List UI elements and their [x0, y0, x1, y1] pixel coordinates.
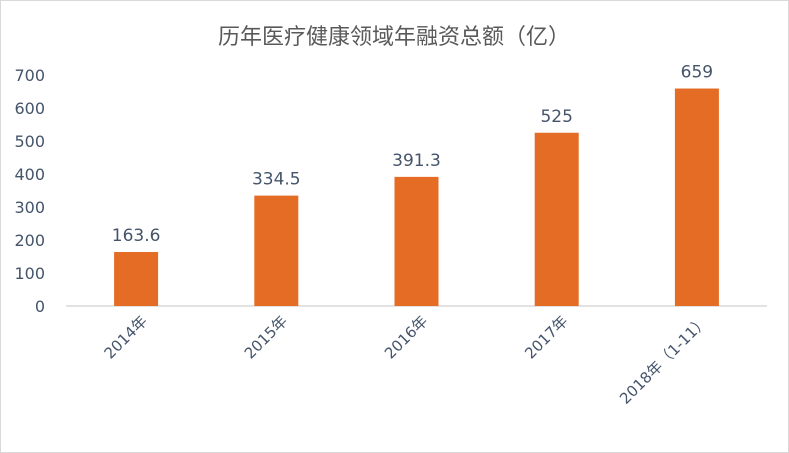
- x-tick-label: 2018年（1-11）: [616, 312, 712, 408]
- bar: [254, 195, 299, 306]
- bar: [674, 88, 719, 306]
- bar: [534, 132, 579, 306]
- y-tick-label: 500: [14, 132, 45, 151]
- y-tick-label: 600: [14, 99, 45, 118]
- x-tick-label: 2017年: [521, 312, 571, 362]
- y-tick-label: 300: [14, 198, 45, 217]
- y-tick-label: 200: [14, 231, 45, 250]
- x-tick-label: 2016年: [381, 312, 431, 362]
- bar: [114, 252, 159, 306]
- y-tick-label: 700: [14, 66, 45, 85]
- data-label: 659: [681, 63, 713, 83]
- chart-title: 历年医疗健康领域年融资总额（亿）: [218, 25, 570, 50]
- data-label: 525: [540, 107, 572, 127]
- y-tick-label: 0: [35, 297, 45, 316]
- data-label: 163.6: [112, 226, 161, 246]
- x-tick-label: 2015年: [241, 312, 291, 362]
- x-axis: 2014年 2015年 2016年 2017年 2018年（1-11）: [101, 312, 712, 408]
- data-label: 334.5: [252, 170, 301, 190]
- y-axis: 0 100 200 300 400 500 600 700: [14, 66, 45, 316]
- bars: 163.6 334.5 391.3 525 659: [112, 63, 719, 306]
- data-label: 391.3: [392, 151, 441, 171]
- y-tick-label: 100: [14, 264, 45, 283]
- y-tick-label: 400: [14, 165, 45, 184]
- x-tick-label: 2014年: [101, 312, 151, 362]
- bar: [394, 176, 439, 306]
